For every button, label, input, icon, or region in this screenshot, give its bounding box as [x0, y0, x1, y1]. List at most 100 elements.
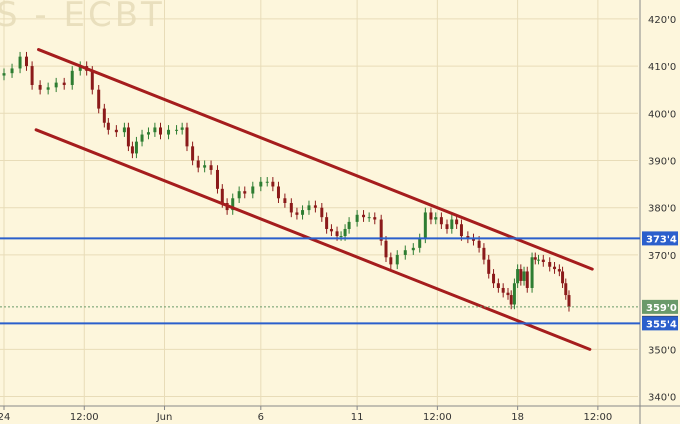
candle-body [567, 295, 571, 307]
candle-body [506, 292, 510, 296]
candle-body [536, 259, 540, 261]
y-tick-label: 410'0 [648, 62, 676, 73]
candle-body [395, 254, 399, 265]
candle-body [557, 269, 561, 272]
candle-body [295, 212, 299, 215]
candle-body [496, 283, 500, 288]
candle-body [347, 221, 351, 229]
candle-body [167, 129, 171, 135]
candle-body [185, 127, 189, 147]
candle-body [519, 269, 523, 281]
candle-body [90, 70, 94, 90]
candle-body [180, 127, 184, 130]
candle-body [289, 203, 293, 213]
candle-body [403, 250, 407, 255]
candle-body [548, 262, 552, 267]
candle-body [355, 214, 359, 222]
candle-body [509, 295, 513, 305]
candle-body [271, 181, 275, 187]
candle-body [54, 82, 58, 88]
candle-body [251, 186, 255, 194]
candle-body [140, 134, 144, 142]
candle-body [70, 70, 74, 85]
candle-body [215, 169, 219, 189]
candle-body [38, 84, 42, 90]
candle-body [24, 56, 28, 67]
candle-body [320, 207, 324, 218]
x-tick-label: Jun [156, 412, 173, 423]
candle-body [533, 257, 537, 260]
candle-body [561, 271, 565, 284]
candle-body [62, 82, 66, 85]
candle-body [231, 198, 235, 211]
candle-body [97, 89, 101, 109]
x-tick-label: 6 [258, 412, 264, 423]
channel-line-lower[interactable] [34, 128, 592, 351]
y-tick-label: 350'0 [648, 345, 676, 356]
candle-body [429, 212, 433, 220]
candle-body [541, 259, 545, 263]
candle-body [10, 68, 14, 74]
current-price-badge: 359'0 [646, 303, 677, 314]
candle-body [501, 287, 505, 293]
candle-body [525, 271, 529, 288]
candle-body [411, 247, 415, 251]
candle-body [134, 141, 138, 154]
candle-body [259, 181, 263, 187]
candle-body [343, 228, 347, 237]
candle-body [471, 238, 475, 241]
candle-body [492, 273, 496, 284]
level-badge-lower: 355'4 [646, 319, 677, 330]
candle-body [209, 165, 213, 170]
level-badge-upper-bg [642, 231, 678, 246]
x-tick-label: 18 [511, 412, 524, 423]
candle-body [146, 132, 150, 135]
candle-body [373, 217, 377, 220]
candle-body [512, 283, 516, 305]
candle-body [78, 66, 82, 71]
level-badge-lower-bg [642, 316, 678, 331]
candle-body [265, 181, 269, 183]
candle-body [18, 56, 22, 69]
x-tick-label: 12:00 [423, 412, 452, 423]
candle-body [2, 73, 6, 76]
y-tick-label: 370'0 [648, 251, 676, 262]
candle-body [522, 271, 526, 281]
x-tick-label: 12:00 [583, 412, 612, 423]
candle-body [46, 87, 50, 90]
candle-body [367, 217, 371, 219]
candle-body [339, 236, 343, 238]
candle-body [30, 66, 34, 85]
candle-body [276, 186, 280, 199]
candle-body [191, 146, 195, 161]
candle-body [130, 146, 134, 154]
current-price-badge-bg [642, 299, 678, 314]
candle-body [439, 217, 443, 225]
candle-body [283, 198, 287, 203]
candle-body [459, 224, 463, 237]
candle-body [477, 240, 481, 248]
x-tick-label: 12:00 [70, 412, 99, 423]
candle-body [362, 214, 366, 218]
y-tick-label: 380'0 [648, 204, 676, 215]
y-tick-label: 400'0 [648, 109, 676, 120]
candle-body [329, 228, 333, 232]
candle-body [455, 219, 459, 225]
candle-body [487, 259, 491, 274]
candle-body [220, 188, 224, 203]
candle-body [530, 257, 534, 288]
channel-line-upper[interactable] [37, 48, 594, 271]
y-tick-label: 340'0 [648, 393, 676, 404]
candle-body [106, 122, 110, 130]
x-tick-label: 24 [0, 412, 10, 423]
candle-body [307, 205, 311, 211]
candle-body [553, 266, 557, 270]
candle-body [379, 219, 383, 241]
candle-body [516, 269, 520, 284]
y-tick-label: 420'0 [648, 15, 676, 26]
candle-body [313, 205, 317, 208]
candle-body [301, 210, 305, 215]
candle-body [102, 108, 106, 123]
